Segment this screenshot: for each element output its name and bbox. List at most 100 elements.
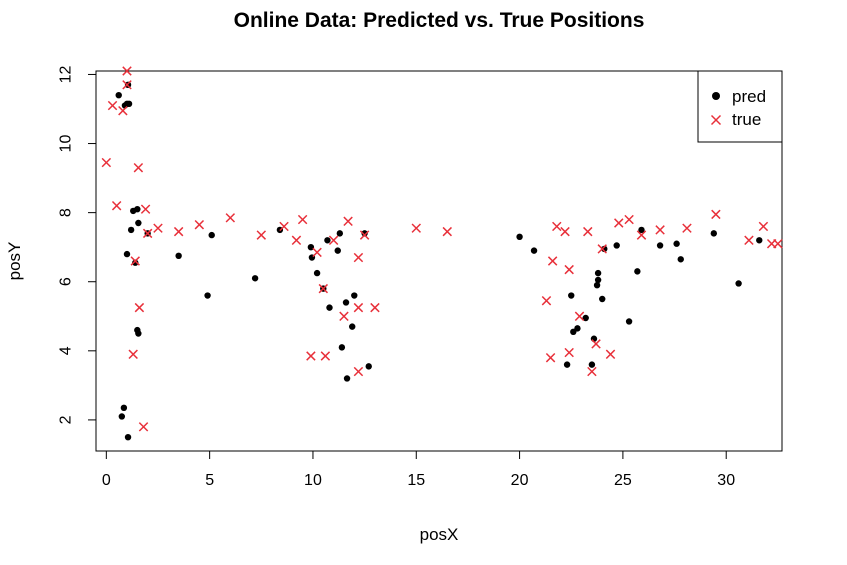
data-point-true bbox=[101, 157, 112, 168]
data-point-pred bbox=[343, 375, 351, 382]
data-point-true bbox=[318, 283, 329, 294]
data-point-true bbox=[574, 311, 585, 322]
data-point-pred bbox=[599, 295, 606, 303]
data-point-true bbox=[682, 223, 692, 233]
data-point-pred bbox=[735, 280, 742, 287]
y-axis-label: posY bbox=[5, 242, 24, 281]
data-point-pred bbox=[115, 91, 122, 99]
data-point-true bbox=[547, 256, 558, 266]
data-point-pred bbox=[204, 292, 211, 299]
data-point-true bbox=[153, 223, 163, 233]
data-point-true bbox=[564, 264, 574, 275]
x-tick-label: 25 bbox=[614, 472, 632, 489]
data-point-pred bbox=[132, 259, 139, 266]
data-point-pred bbox=[361, 230, 368, 237]
data-point-true bbox=[353, 252, 364, 263]
data-point-pred bbox=[342, 299, 350, 306]
data-point-pred bbox=[594, 276, 602, 284]
y-tick-label: 2 bbox=[58, 415, 75, 424]
data-point-pred bbox=[125, 100, 133, 108]
data-point-pred bbox=[568, 292, 575, 299]
data-point-true bbox=[744, 235, 754, 246]
x-axis: 0 5 10 15 20 25 30 bbox=[102, 451, 735, 489]
data-point-pred bbox=[135, 330, 142, 337]
data-point-true bbox=[328, 235, 339, 246]
data-point-true bbox=[107, 100, 118, 111]
data-point-true bbox=[122, 80, 132, 90]
data-point-true bbox=[564, 347, 574, 358]
data-point-pred bbox=[118, 413, 126, 420]
data-point-true bbox=[339, 311, 349, 322]
data-point-true bbox=[306, 351, 316, 361]
data-point-true bbox=[312, 247, 322, 258]
plot-frame bbox=[95, 70, 783, 452]
data-point-true bbox=[142, 228, 153, 239]
data-point-pred bbox=[336, 230, 344, 237]
data-point-pred bbox=[593, 281, 601, 289]
data-point-true bbox=[442, 226, 452, 237]
data-point-pred bbox=[574, 325, 581, 332]
data-point-pred bbox=[127, 226, 135, 234]
data-points bbox=[101, 66, 783, 441]
data-point-true bbox=[587, 366, 597, 377]
data-point-pred bbox=[530, 247, 538, 254]
data-point-true bbox=[133, 162, 144, 173]
data-point-true bbox=[140, 204, 151, 214]
data-point-true bbox=[353, 302, 364, 313]
data-point-true bbox=[552, 221, 562, 232]
data-point-true bbox=[128, 349, 138, 360]
data-point-true bbox=[320, 351, 331, 361]
data-point-pred bbox=[601, 245, 608, 253]
x-axis-label: posX bbox=[420, 525, 459, 544]
data-point-pred bbox=[638, 226, 645, 234]
data-point-true bbox=[636, 230, 647, 240]
data-point-true bbox=[370, 302, 380, 313]
data-point-true bbox=[138, 422, 149, 432]
data-point-true bbox=[297, 214, 308, 225]
data-point-pred bbox=[120, 404, 128, 412]
data-point-true bbox=[111, 200, 122, 211]
legend-pred-label: pred bbox=[732, 87, 766, 106]
data-point-pred bbox=[208, 231, 215, 239]
data-point-true bbox=[130, 256, 140, 266]
x-tick-label: 0 bbox=[102, 472, 111, 489]
x-tick-label: 20 bbox=[511, 472, 529, 489]
y-tick-label: 4 bbox=[58, 346, 75, 355]
data-point-true bbox=[655, 225, 665, 235]
data-point-true bbox=[541, 295, 552, 306]
data-point-pred bbox=[677, 256, 684, 263]
data-point-pred bbox=[334, 247, 341, 254]
data-point-pred bbox=[175, 252, 182, 260]
data-point-pred bbox=[625, 318, 633, 325]
data-point-pred bbox=[594, 269, 602, 277]
data-point-pred bbox=[516, 233, 523, 241]
data-point-true bbox=[773, 238, 783, 249]
data-point-true bbox=[758, 221, 769, 232]
data-point-true bbox=[597, 244, 607, 254]
data-point-true bbox=[411, 223, 422, 233]
data-point-true bbox=[711, 209, 721, 220]
data-point-pred bbox=[563, 361, 571, 368]
x-tick-label: 15 bbox=[407, 472, 425, 489]
legend-true-label: true bbox=[732, 110, 761, 129]
data-point-true bbox=[173, 226, 184, 237]
data-point-true bbox=[624, 214, 634, 225]
data-point-true bbox=[560, 226, 570, 237]
data-point-pred bbox=[338, 344, 346, 351]
y-tick-label: 6 bbox=[58, 277, 75, 286]
data-point-true bbox=[225, 213, 236, 223]
data-point-pred bbox=[588, 361, 596, 368]
data-point-pred bbox=[324, 237, 331, 244]
chart-title: Online Data: Predicted vs. True Position… bbox=[234, 9, 645, 32]
data-point-true bbox=[279, 221, 289, 232]
data-point-true bbox=[359, 230, 370, 240]
data-point-true bbox=[583, 226, 593, 237]
data-point-pred bbox=[251, 275, 259, 282]
data-point-pred bbox=[613, 242, 620, 249]
data-point-pred bbox=[634, 268, 641, 275]
legend-box bbox=[697, 70, 783, 143]
x-tick-label: 10 bbox=[304, 472, 322, 489]
data-point-true bbox=[591, 339, 601, 349]
legend: pred true bbox=[697, 70, 783, 143]
